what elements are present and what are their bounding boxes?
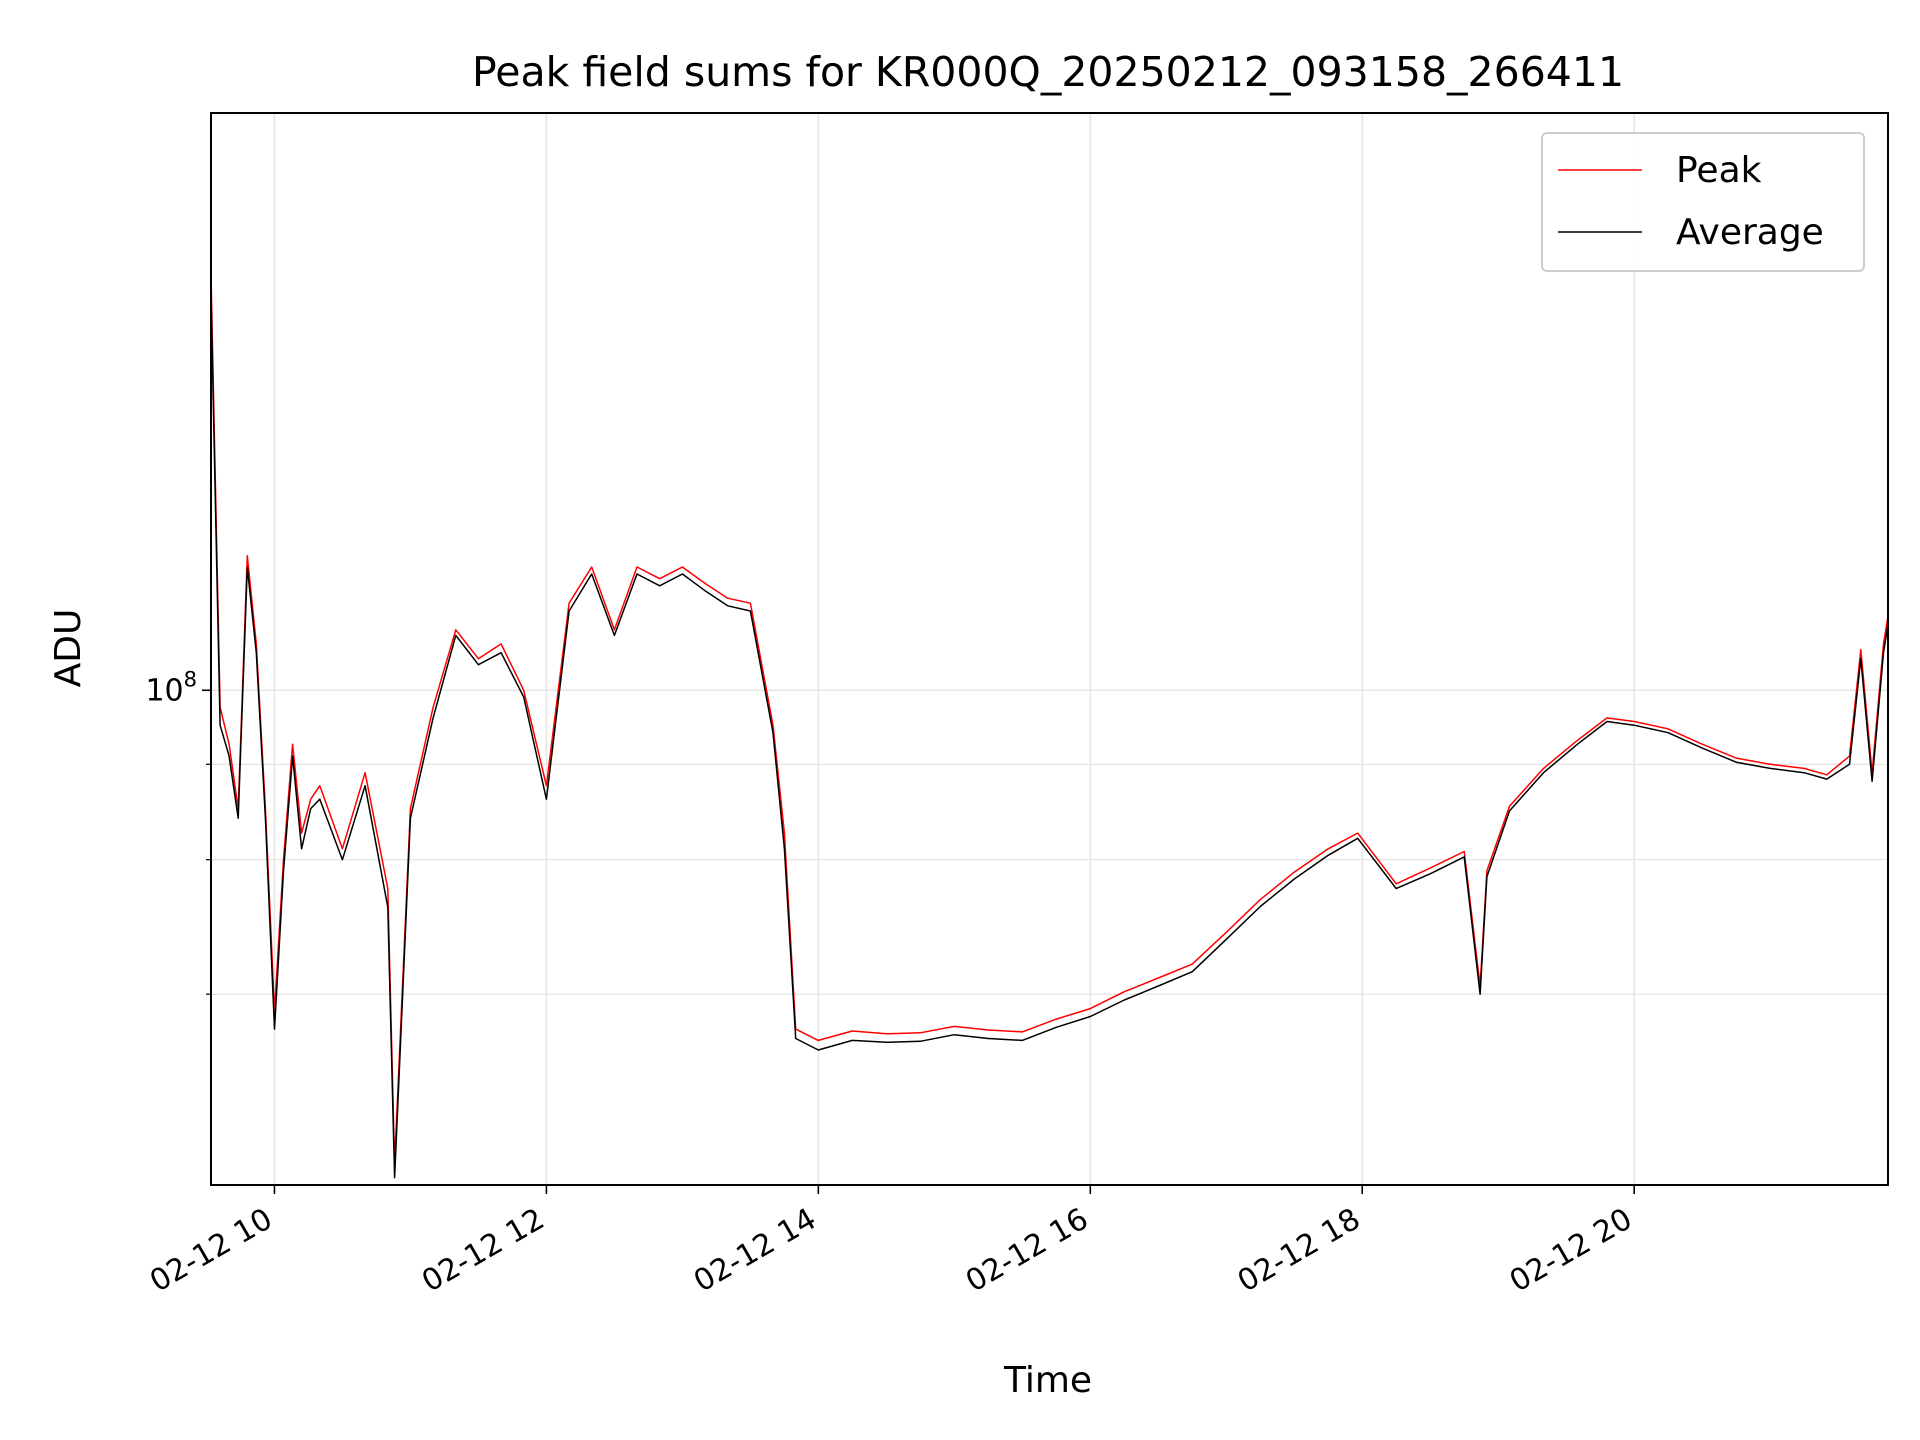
series-line-peak xyxy=(211,274,1888,1165)
legend: Peak Average xyxy=(1541,132,1865,272)
grid xyxy=(211,113,1888,1185)
y-axis-label: ADU xyxy=(48,609,89,688)
legend-box xyxy=(1541,132,1865,272)
legend-label-average: Average xyxy=(1676,212,1824,253)
y-tick-label: 108 xyxy=(145,667,197,708)
series-line-average xyxy=(211,294,1888,1179)
x-axis-label: Time xyxy=(1003,1360,1092,1401)
plot-frame xyxy=(210,112,1889,1186)
chart-title: Peak field sums for KR000Q_20250212_0931… xyxy=(472,48,1624,96)
legend-label-peak: Peak xyxy=(1676,150,1762,191)
series-layer xyxy=(211,274,1888,1179)
